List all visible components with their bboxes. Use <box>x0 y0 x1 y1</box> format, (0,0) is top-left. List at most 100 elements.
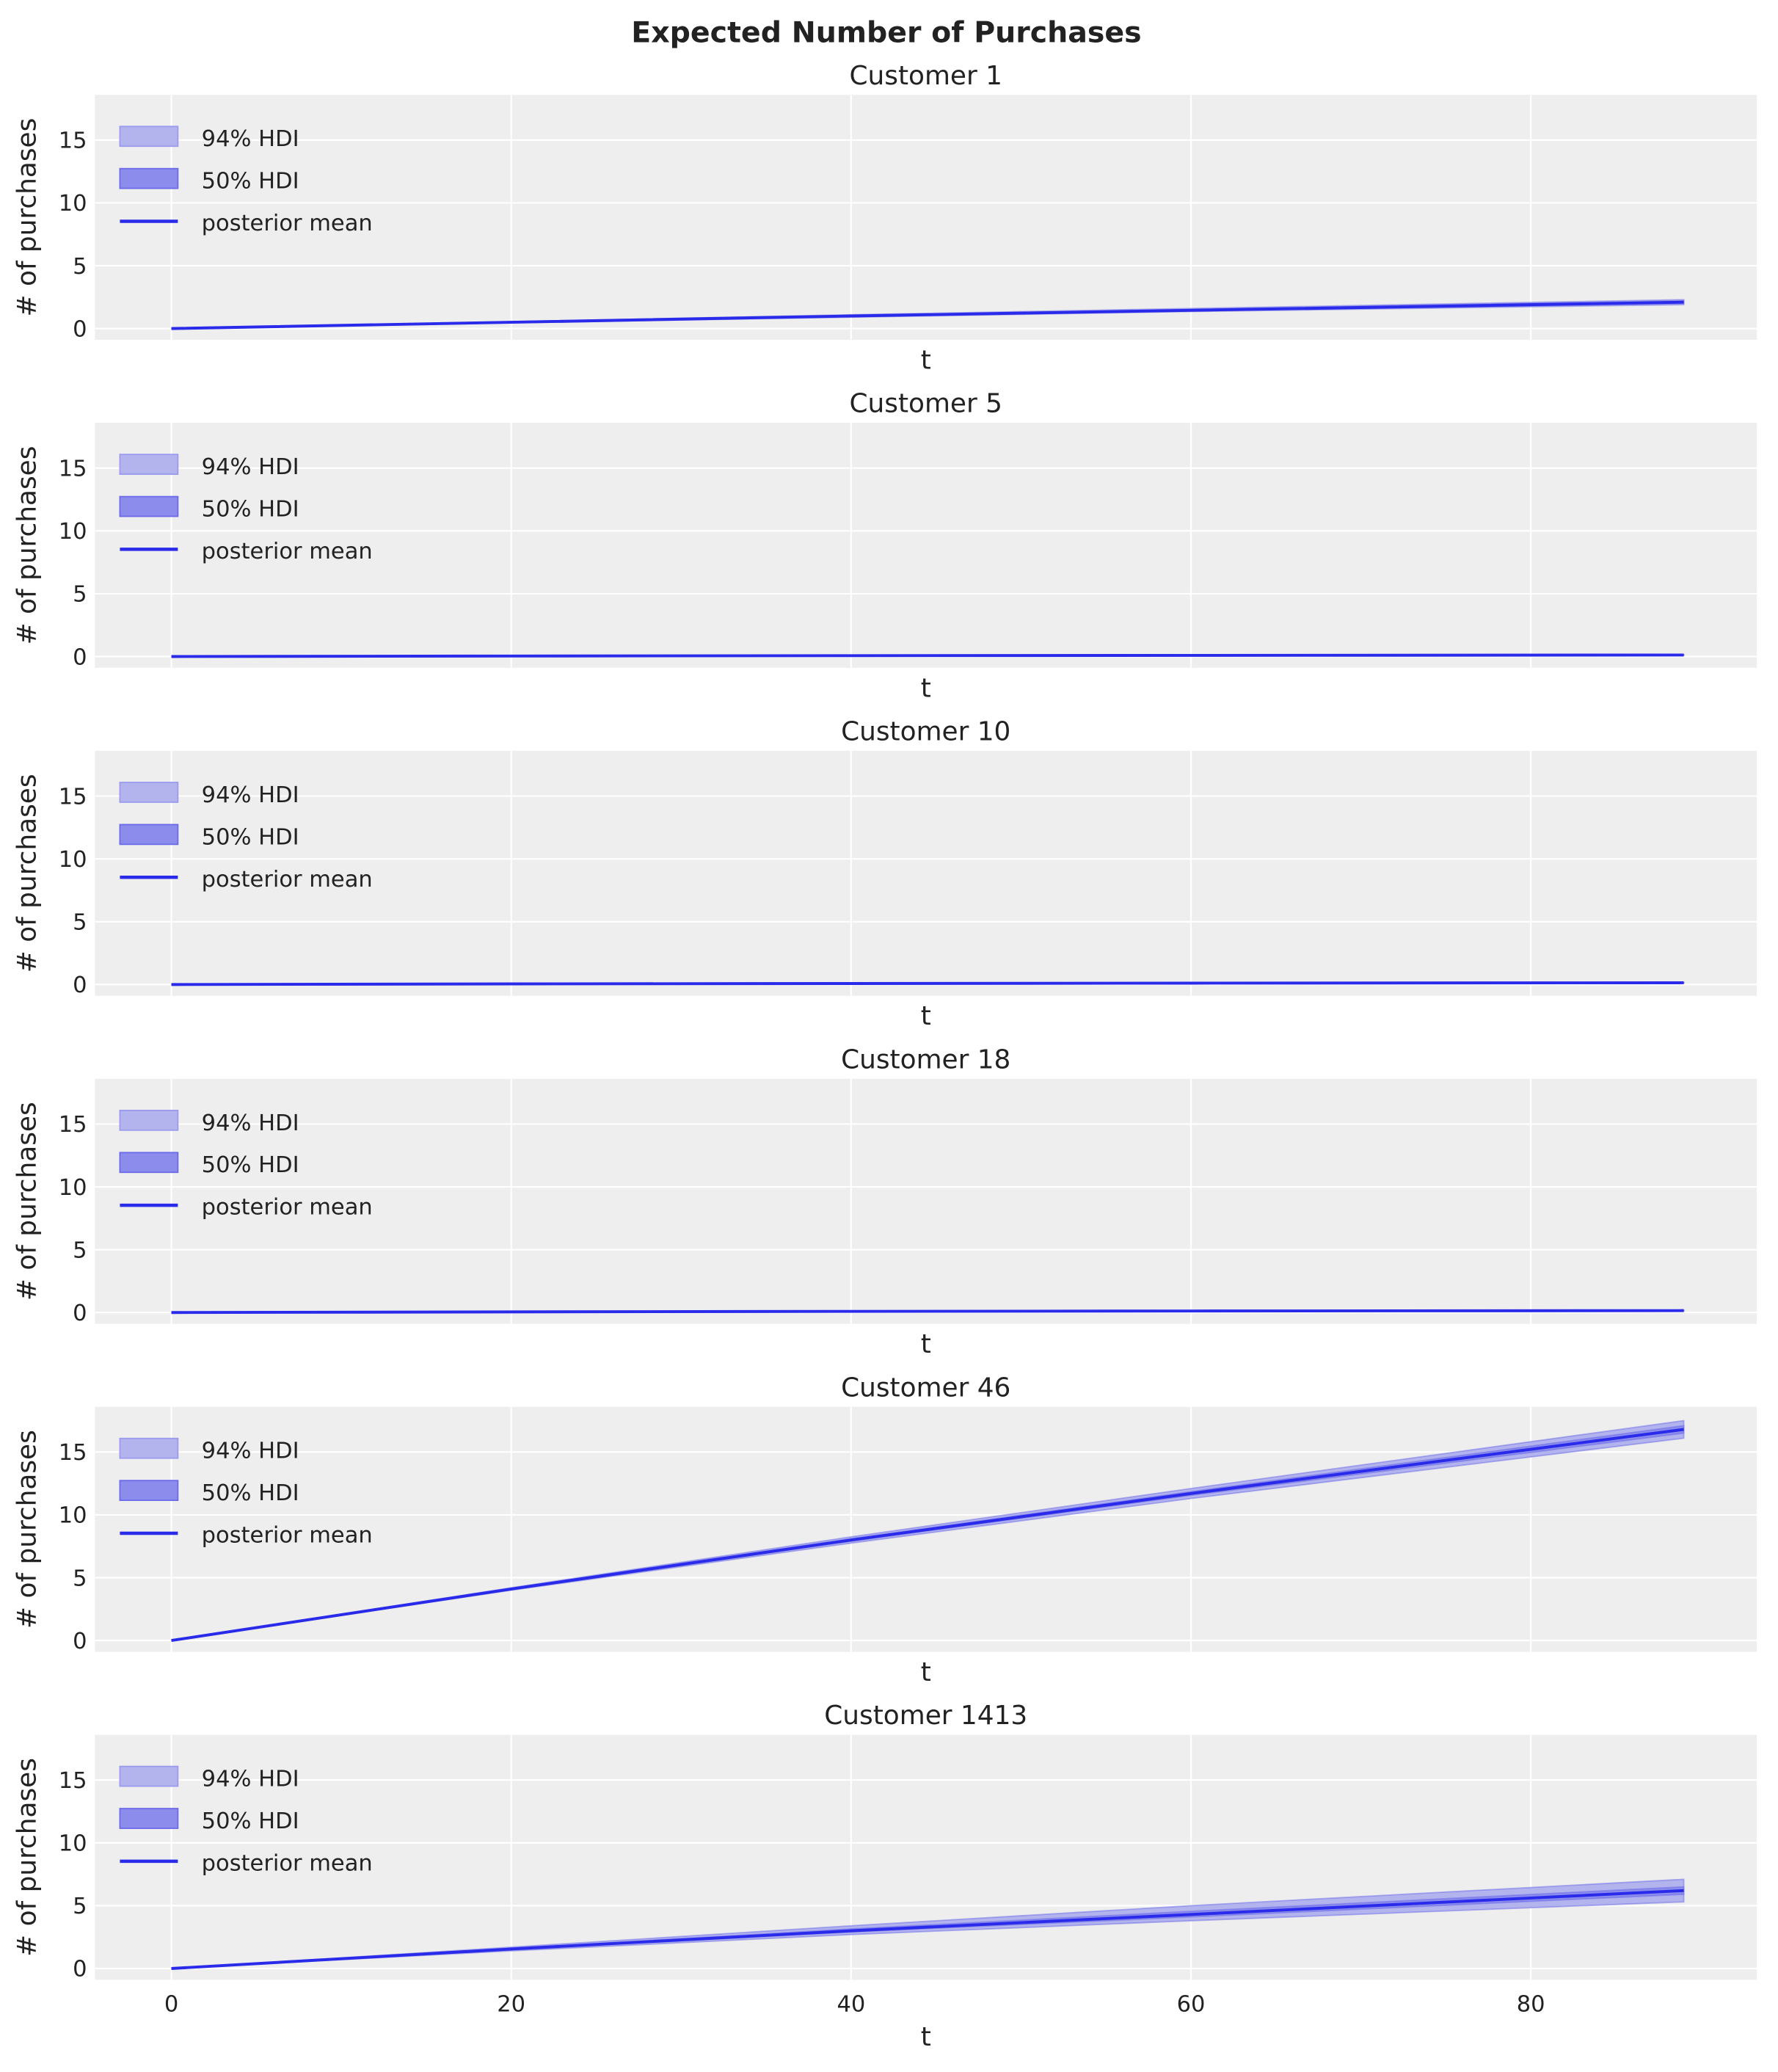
panel-title: Customer 1413 <box>824 1701 1027 1731</box>
plot-area <box>95 1078 1757 1324</box>
panel-title: Customer 10 <box>841 717 1010 747</box>
x-tick-label: 40 <box>837 1991 865 2017</box>
x-axis-label: t <box>921 1329 931 1359</box>
x-axis-label: t <box>921 1001 931 1031</box>
x-tick-label: 60 <box>1177 1991 1206 2017</box>
y-axis-label: # of purchases <box>12 1430 43 1629</box>
y-tick-label: 0 <box>73 1957 87 1982</box>
panel-2: 0 5 10 15 Customer 5 t # of purchases 94% HDI 50… <box>12 389 1757 703</box>
legend-swatch-hdi94 <box>119 1110 179 1131</box>
y-tick-label: 10 <box>59 519 87 545</box>
y-axis-label: # of purchases <box>12 446 43 645</box>
legend-label: 50% HDI <box>202 169 299 195</box>
legend: 94% HDI 50% HDI posterior mean <box>119 1437 373 1549</box>
y-tick-label: 10 <box>59 1831 87 1857</box>
y-tick-label: 5 <box>73 1237 87 1263</box>
legend-label: 50% HDI <box>202 824 299 850</box>
legend-label: posterior mean <box>202 1850 373 1876</box>
y-tick-label: 5 <box>73 254 87 280</box>
posterior-mean-line <box>171 300 1684 330</box>
y-tick-label: 10 <box>59 847 87 873</box>
y-axis-label: # of purchases <box>12 118 43 317</box>
y-axis-label: # of purchases <box>12 1758 43 1957</box>
plot-area <box>95 1734 1757 1980</box>
chart-suptitle: Expected Number of Purchases <box>631 15 1141 49</box>
x-axis-label: t <box>921 2022 931 2052</box>
y-tick-label: 15 <box>59 1112 87 1138</box>
legend-label: 50% HDI <box>202 497 299 523</box>
legend-label: posterior mean <box>202 867 373 893</box>
panel-3: 0 5 10 15 Customer 10 t # of purchases 94% HDI 5… <box>12 717 1757 1031</box>
legend-label: posterior mean <box>202 1195 373 1221</box>
y-tick-label: 10 <box>59 1175 87 1201</box>
legend-swatch-hdi50 <box>119 1480 179 1502</box>
legend: 94% HDI 50% HDI posterior mean <box>119 454 373 564</box>
y-tick-label: 5 <box>73 1566 87 1591</box>
plot-area <box>95 423 1757 668</box>
y-tick-label: 5 <box>73 582 87 608</box>
legend: 94% HDI 50% HDI posterior mean <box>119 1765 373 1876</box>
x-tick-label: 20 <box>497 1991 525 2017</box>
panel-5: 0 5 10 15 Customer 46 t # of purchases 94% HDI 5… <box>12 1373 1757 1687</box>
panel-title: Customer 18 <box>841 1044 1010 1075</box>
x-tick-label: 80 <box>1517 1991 1545 2017</box>
legend-label: 94% HDI <box>202 454 299 480</box>
y-tick-label: 15 <box>59 1768 87 1794</box>
legend-swatch-hdi50 <box>119 167 179 189</box>
legend-label: 94% HDI <box>202 1110 299 1136</box>
y-tick-label: 15 <box>59 128 87 154</box>
y-tick-label: 0 <box>73 644 87 670</box>
y-tick-label: 5 <box>73 910 87 936</box>
legend-label: 94% HDI <box>202 126 299 152</box>
x-axis-label: t <box>921 673 931 703</box>
posterior-mean-line <box>171 653 1684 658</box>
y-tick-label: 0 <box>73 1629 87 1654</box>
x-axis-label: t <box>921 1657 931 1687</box>
legend: 94% HDI 50% HDI posterior mean <box>119 1110 373 1221</box>
y-tick-label: 5 <box>73 1894 87 1919</box>
legend-swatch-hdi50 <box>119 1808 179 1829</box>
legend-label: 50% HDI <box>202 1152 299 1178</box>
posterior-mean-line <box>171 981 1684 986</box>
legend-swatch-hdi94 <box>119 1437 179 1459</box>
panel-title: Customer 1 <box>850 61 1003 91</box>
posterior-mean-line <box>171 1428 1684 1643</box>
panel-4: 0 5 10 15 Customer 18 t # of purchases 94% HDI 5… <box>12 1044 1757 1359</box>
y-tick-label: 0 <box>73 316 87 342</box>
panel-title: Customer 5 <box>850 389 1003 419</box>
legend-label: 94% HDI <box>202 1439 299 1464</box>
legend-swatch-hdi94 <box>119 454 179 475</box>
legend-swatch-hdi50 <box>119 824 179 846</box>
legend-label: 94% HDI <box>202 782 299 808</box>
legend-label: posterior mean <box>202 539 373 564</box>
y-tick-label: 0 <box>73 973 87 998</box>
legend-label: 50% HDI <box>202 1480 299 1506</box>
legend-label: 94% HDI <box>202 1767 299 1792</box>
y-axis-label: # of purchases <box>12 1102 43 1301</box>
legend-swatch-hdi50 <box>119 1152 179 1174</box>
panel-6: 0 20 40 60 80 0 5 10 15 Customer 1413 t # of purcha… <box>12 1701 1757 2052</box>
posterior-mean-line <box>171 1889 1684 1970</box>
legend-label: posterior mean <box>202 1523 373 1549</box>
panel-1: 0 5 10 15 Customer 1 t # of purchases 94% HDI 50… <box>12 61 1757 376</box>
panel-title: Customer 46 <box>841 1373 1010 1403</box>
legend-swatch-hdi50 <box>119 495 179 517</box>
x-tick-label: 0 <box>164 1991 178 2017</box>
plot-area <box>95 95 1757 341</box>
x-axis-label: t <box>921 346 931 376</box>
legend-label: posterior mean <box>202 211 373 236</box>
posterior-mean-line <box>171 1309 1684 1315</box>
legend-swatch-hdi94 <box>119 782 179 803</box>
y-tick-label: 10 <box>59 191 87 217</box>
legend-swatch-hdi94 <box>119 1765 179 1787</box>
legend: 94% HDI 50% HDI posterior mean <box>119 782 373 893</box>
legend: 94% HDI 50% HDI posterior mean <box>119 126 373 236</box>
y-axis-label: # of purchases <box>12 774 43 973</box>
plot-area <box>95 750 1757 996</box>
y-tick-label: 15 <box>59 456 87 481</box>
y-tick-label: 10 <box>59 1503 87 1529</box>
legend-swatch-hdi94 <box>119 126 179 148</box>
y-tick-label: 15 <box>59 1440 87 1466</box>
y-tick-label: 0 <box>73 1301 87 1326</box>
